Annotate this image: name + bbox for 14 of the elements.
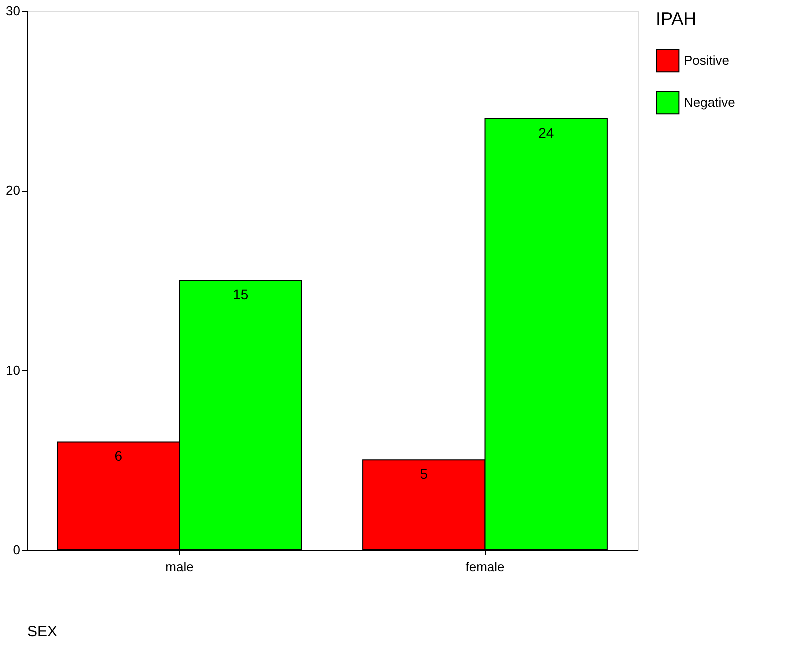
data-label: 5 — [420, 466, 428, 482]
legend-label: Positive — [684, 53, 730, 68]
y-tick-label: 30 — [6, 4, 20, 18]
x-axis-title: SEX — [28, 624, 58, 640]
y-tick-label: 20 — [6, 183, 20, 198]
legend-title: IPAH — [656, 9, 697, 29]
data-label: 15 — [233, 286, 249, 302]
y-tick-label: 10 — [6, 362, 20, 378]
x-tick-label: female — [466, 560, 505, 574]
legend-label: Negative — [684, 95, 736, 110]
data-label: 24 — [538, 124, 554, 141]
data-label: 6 — [114, 448, 123, 464]
y-tick-label: 0 — [13, 542, 20, 558]
x-tick-label: male — [166, 560, 194, 574]
